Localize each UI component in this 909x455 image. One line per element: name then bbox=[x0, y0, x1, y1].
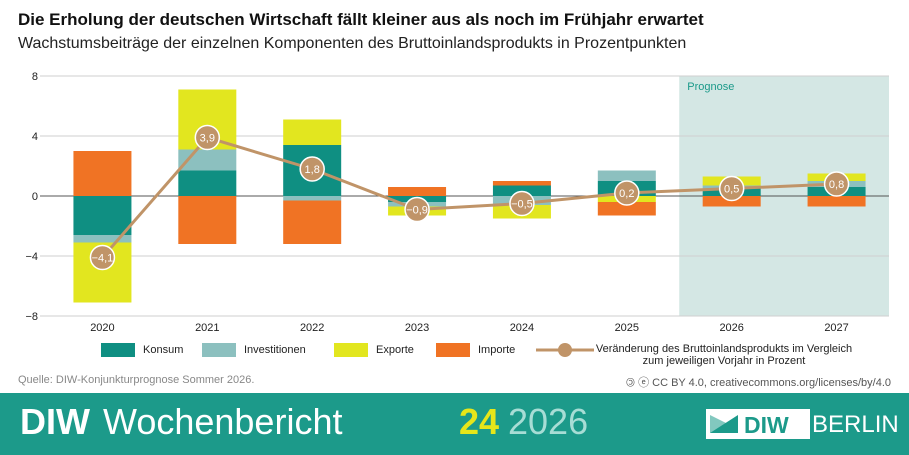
bar-importe-2021 bbox=[178, 196, 237, 244]
legend-item-konsum: Konsum bbox=[101, 343, 183, 357]
x-tick-label: 2027 bbox=[824, 322, 848, 334]
bar-investitionen-2022 bbox=[283, 196, 342, 201]
bip-value-label: −4,1 bbox=[92, 253, 114, 265]
x-tick-label: 2021 bbox=[195, 322, 219, 334]
bip-value-label: −0,5 bbox=[511, 199, 533, 211]
legend-item-importe: Importe bbox=[436, 343, 515, 357]
bar-investitionen-2020 bbox=[73, 235, 132, 243]
legend-label-bip: Veränderung des Bruttoinlandsprodukts im… bbox=[595, 343, 853, 367]
bar-exporte-2022 bbox=[283, 119, 342, 145]
legend-item-exporte: Exporte bbox=[334, 343, 414, 357]
bip-value-label: 0,5 bbox=[724, 184, 739, 196]
bar-importe-2023 bbox=[388, 187, 447, 196]
legend-swatch-importe bbox=[436, 343, 470, 357]
legend-swatch-konsum bbox=[101, 343, 135, 357]
x-tick-label: 2024 bbox=[510, 322, 534, 334]
bip-value-label: 0,8 bbox=[829, 179, 844, 191]
legend-label-importe: Importe bbox=[478, 344, 516, 356]
legend-swatch-exporte bbox=[334, 343, 368, 357]
bip-value-label: 0,2 bbox=[619, 188, 634, 200]
bar-importe-2025 bbox=[597, 202, 656, 216]
y-tick-label: 0 bbox=[32, 191, 38, 203]
bar-importe-2020 bbox=[73, 151, 132, 196]
legend-item-investitionen: Investitionen bbox=[202, 343, 306, 357]
bip-point-2023 bbox=[404, 196, 430, 223]
bip-point-2020 bbox=[89, 244, 116, 271]
x-tick-label: 2026 bbox=[719, 322, 743, 334]
bip-point-2021 bbox=[194, 124, 221, 151]
y-tick-label: 8 bbox=[32, 71, 38, 83]
bar-investitionen-2025 bbox=[597, 170, 656, 181]
bip-point-2026 bbox=[718, 175, 745, 202]
bip-point-2025 bbox=[614, 180, 640, 206]
chart: Prognose 8 4 0 −4 −8 2020 2021 2022 2023 2024 2025 2… bbox=[25, 71, 889, 334]
bip-value-label: 3,9 bbox=[200, 133, 215, 145]
footer-diw: DIW bbox=[20, 401, 90, 442]
x-tick-label: 2025 bbox=[615, 322, 639, 334]
footer-publication: Wochenbericht bbox=[103, 401, 343, 442]
logo-text: DIW bbox=[744, 412, 789, 438]
bar-konsum-2020 bbox=[73, 196, 132, 235]
y-tick-label: −4 bbox=[25, 251, 38, 263]
legend: Konsum Investitionen Exporte Importe Ver… bbox=[0, 343, 909, 373]
bar-importe-2022 bbox=[283, 200, 342, 244]
x-tick-label: 2022 bbox=[300, 322, 324, 334]
legend-item-bip: Veränderung des Bruttoinlandsprodukts im… bbox=[536, 343, 854, 367]
footer-issue-number: 24 bbox=[459, 401, 500, 442]
y-tick-label: 4 bbox=[32, 131, 38, 143]
bar-importe-2027 bbox=[807, 196, 866, 207]
bip-point-2022 bbox=[299, 156, 325, 182]
legend-swatch-investitionen bbox=[202, 343, 236, 357]
bip-value-label: 1,8 bbox=[305, 164, 320, 176]
legend-label-konsum: Konsum bbox=[143, 344, 184, 356]
bip-point-2027 bbox=[823, 171, 850, 197]
source-note: Quelle: DIW-Konjunkturprognose Sommer 20… bbox=[18, 374, 255, 386]
footer-year: 2026 bbox=[508, 401, 589, 442]
diw-logo-icon: DIW bbox=[706, 409, 810, 439]
bar-importe-2024 bbox=[492, 181, 551, 186]
bar-konsum-2021 bbox=[178, 170, 237, 196]
forecast-label: Prognose bbox=[687, 81, 734, 93]
legend-line-marker bbox=[536, 343, 594, 357]
bip-value-label: −0,9 bbox=[406, 205, 428, 217]
x-tick-label: 2020 bbox=[90, 322, 114, 334]
bip-line bbox=[101, 135, 837, 259]
chart-subtitle: Wachstumsbeiträge der einzelnen Komponen… bbox=[18, 35, 687, 52]
x-tick-label: 2023 bbox=[405, 322, 429, 334]
y-tick-label: −8 bbox=[25, 311, 38, 323]
footer-banner: DIW Wochenbericht 24 2026 DIW BERLIN bbox=[0, 393, 909, 455]
bip-point-2024 bbox=[509, 190, 535, 217]
legend-label-investitionen: Investitionen bbox=[244, 344, 306, 356]
license-note[interactable]: 🄯 ⓔ CC BY 4.0, creativecommons.org/licen… bbox=[625, 377, 891, 389]
chart-title: Die Erholung der deutschen Wirtschaft fä… bbox=[18, 10, 704, 29]
footer-city: BERLIN bbox=[812, 411, 899, 438]
legend-label-exporte: Exporte bbox=[376, 344, 414, 356]
